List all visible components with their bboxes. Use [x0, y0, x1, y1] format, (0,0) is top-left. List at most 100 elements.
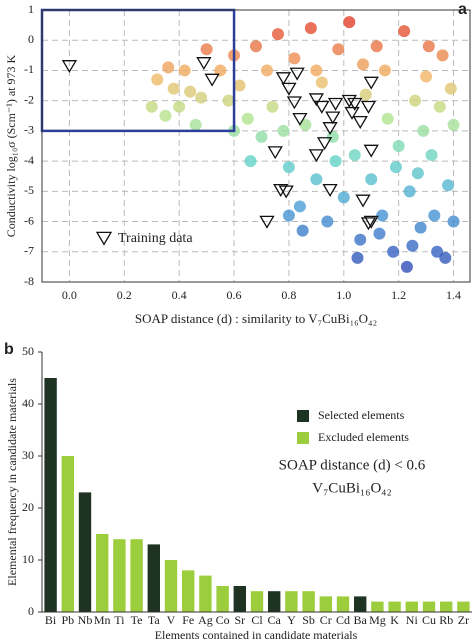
data-point: [244, 155, 257, 168]
legend-label: Selected elements: [318, 408, 405, 422]
data-point: [351, 251, 364, 264]
data-point: [337, 191, 350, 204]
data-point: [398, 25, 411, 38]
data-point: [420, 70, 433, 83]
legend-marker: [95, 231, 113, 246]
data-point: [145, 100, 158, 113]
bar: [388, 601, 401, 612]
training-point: [325, 111, 341, 125]
bar: [440, 601, 453, 612]
data-point: [271, 28, 284, 41]
training-point: [360, 100, 377, 114]
data-point: [357, 58, 369, 71]
data-point: [162, 61, 175, 74]
y-tick-label: 50: [22, 344, 34, 358]
data-point: [439, 251, 452, 264]
bar: [233, 586, 246, 612]
bar: [371, 601, 384, 612]
x-tick-label: Mn: [94, 613, 111, 627]
data-point: [348, 149, 361, 162]
bar: [405, 601, 418, 612]
data-point: [403, 185, 416, 198]
data-point: [282, 161, 295, 174]
data-point: [222, 94, 235, 107]
data-point: [315, 76, 328, 89]
y-tick-label: -8: [24, 274, 34, 288]
x-tick-label: 0.4: [172, 288, 187, 302]
data-point: [255, 130, 268, 143]
x-tick-label: Rb: [439, 613, 453, 627]
training-point: [286, 96, 303, 110]
x-tick-label: Nb: [78, 613, 93, 627]
x-tick-label: Sr: [234, 613, 245, 627]
training-point: [273, 183, 289, 197]
data-point: [293, 200, 306, 213]
x-tick-label: V: [167, 613, 176, 627]
data-point: [417, 124, 430, 137]
x-tick-label: Te: [131, 613, 143, 627]
data-point: [310, 173, 323, 186]
data-point: [354, 233, 367, 246]
data-point: [250, 40, 262, 53]
y-tick-label: 1: [28, 2, 34, 16]
training-point: [308, 149, 324, 163]
bar: [302, 591, 315, 612]
y-tick-label: 20: [22, 500, 34, 514]
bar: [78, 492, 92, 612]
data-point: [442, 179, 455, 192]
x-tick-label: Ca: [268, 613, 282, 627]
data-point: [266, 100, 279, 113]
x-tick-label: Sb: [302, 613, 315, 627]
x-tick-label: Mg: [369, 613, 386, 627]
training-point: [316, 137, 333, 151]
training-point: [196, 57, 212, 71]
data-point: [373, 227, 386, 240]
training-point: [281, 82, 297, 96]
data-point: [304, 22, 317, 35]
bar: [147, 544, 160, 612]
training-point: [278, 185, 294, 199]
y-tick-label: -4: [24, 153, 34, 167]
data-point: [178, 64, 191, 77]
training-point: [352, 115, 368, 129]
data-point: [365, 173, 378, 186]
training-point: [363, 76, 379, 90]
data-point: [370, 40, 383, 53]
data-point: [409, 94, 422, 107]
y-axis-label: Conductivity log₁₀σ (Scm⁻¹) at 973 K: [4, 54, 18, 237]
data-point: [422, 40, 435, 53]
training-point: [322, 183, 338, 197]
training-point: [61, 60, 78, 74]
data-point: [428, 209, 441, 222]
bar: [182, 570, 195, 612]
data-point: [332, 43, 345, 56]
data-point: [277, 124, 290, 137]
data-point: [433, 100, 446, 113]
training-point: [289, 67, 305, 81]
data-point: [431, 245, 444, 258]
training-point: [344, 106, 360, 120]
data-point: [233, 79, 246, 92]
x-tick-label: Ni: [406, 613, 419, 627]
x-tick-label: Cu: [422, 613, 436, 627]
bar: [164, 560, 178, 612]
data-point: [447, 118, 460, 131]
bar: [457, 601, 470, 612]
y-tick-label: -6: [24, 213, 34, 227]
x-tick-label: 0.8: [281, 288, 296, 302]
data-point: [321, 215, 334, 228]
bar: [354, 596, 367, 612]
y-tick-label: 40: [22, 396, 34, 410]
bar: [285, 591, 298, 612]
bar: [250, 591, 264, 612]
training-point: [204, 73, 220, 87]
data-point: [378, 64, 391, 77]
x-tick-label: Pb: [61, 613, 74, 627]
bar: [216, 586, 229, 612]
training-point: [327, 97, 344, 111]
data-point: [200, 43, 213, 56]
data-point: [151, 73, 164, 86]
data-point: [436, 49, 449, 62]
x-tick-label: Ta: [148, 613, 160, 627]
data-point: [392, 140, 405, 152]
